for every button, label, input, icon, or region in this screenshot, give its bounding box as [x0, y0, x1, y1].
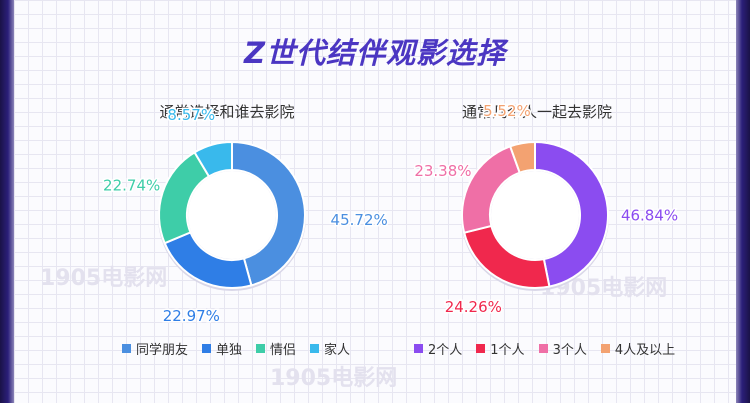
slice-label-家人: 8.57% [167, 106, 215, 124]
legend-item: 同学朋友 [122, 339, 188, 358]
legend-label: 单独 [216, 343, 243, 358]
legend-label: 4人及以上 [614, 343, 676, 358]
slice-label-情侣: 22.74% [103, 176, 160, 194]
legend-label: 情侣 [270, 343, 297, 358]
legend-label: 3个人 [552, 343, 587, 358]
legend-swatch [538, 344, 548, 353]
donut-slice-2个人 [534, 140, 609, 288]
legend-label: 1个人 [490, 343, 525, 358]
slice-label-4人及以上: 5.52% [483, 102, 531, 120]
chart-1-legend: 同学朋友 单独 情侣 家人 [122, 339, 350, 358]
chart-2-title: 通常几个人一起去影院 [461, 103, 612, 121]
legend-item: 3个人 [538, 339, 587, 358]
legend-item: 单独 [202, 339, 242, 358]
legend-label: 家人 [324, 343, 351, 358]
legend-label: 同学朋友 [136, 343, 189, 358]
legend-swatch [122, 344, 131, 353]
legend-label: 2个人 [428, 343, 463, 358]
legend-swatch [256, 344, 266, 353]
legend-swatch [202, 344, 212, 353]
chart-1-title: 通常选择和谁去影院 [159, 103, 295, 121]
page-title: Z世代结伴观影选择 [243, 36, 507, 70]
legend-item: 情侣 [256, 339, 296, 358]
slice-label-3个人: 23.38% [414, 162, 471, 180]
donut-hole [491, 171, 579, 259]
donut-slice-4人及以上 [508, 140, 536, 174]
legend-swatch [310, 344, 320, 353]
legend-item: 家人 [310, 339, 350, 358]
slice-label-单独: 22.97% [163, 307, 220, 325]
donut-slice-家人 [193, 140, 233, 178]
legend-item: 4人及以上 [600, 339, 676, 358]
legend-swatch [600, 344, 610, 353]
legend-swatch [414, 344, 423, 353]
card-background [14, 0, 736, 403]
slice-label-2个人: 46.84% [621, 206, 678, 224]
donut-slice-同学朋友 [231, 140, 306, 287]
legend-item: 1个人 [476, 339, 525, 358]
legend-swatch [476, 344, 486, 353]
slice-label-同学朋友: 45.72% [331, 211, 388, 229]
legend-item: 2个人 [414, 339, 462, 358]
chart-2-legend: 2个人 1个人 3个人 4人及以上 [414, 339, 675, 358]
donut-hole [188, 171, 276, 259]
slice-label-1个人: 24.26% [445, 298, 502, 316]
